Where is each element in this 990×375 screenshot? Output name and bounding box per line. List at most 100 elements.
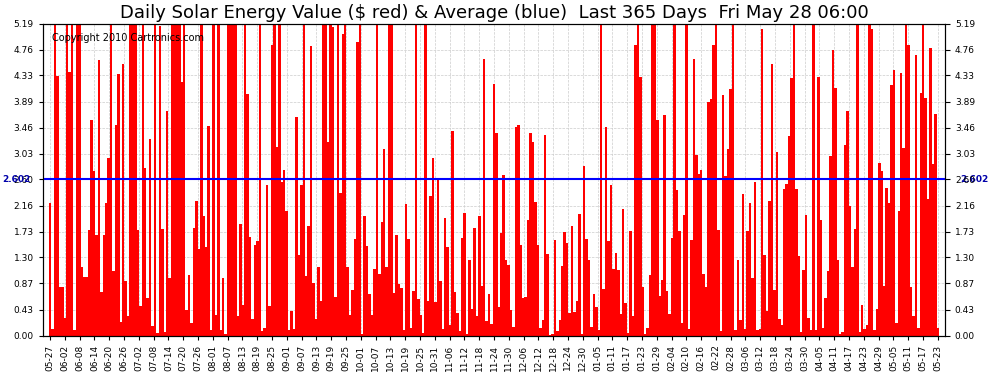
Bar [903,148,905,336]
Bar [68,72,71,336]
Bar [125,281,127,336]
Bar [222,278,225,336]
Bar [580,334,583,336]
Bar [466,334,468,336]
Bar [932,164,935,336]
Bar [522,298,525,336]
Bar [463,213,466,336]
Bar [488,294,490,336]
Bar [593,294,595,336]
Bar [775,152,778,336]
Bar [832,50,835,336]
Bar [546,254,548,336]
Bar [856,24,858,336]
Bar [51,328,53,336]
Bar [173,24,175,336]
Bar [873,330,875,336]
Bar [342,34,344,336]
Bar [720,331,722,336]
Bar [468,260,471,336]
Bar [415,24,417,336]
Bar [105,203,107,336]
Bar [778,319,780,336]
Bar [285,211,288,336]
Bar [883,286,885,336]
Bar [251,320,253,336]
Bar [435,302,437,336]
Bar [732,24,735,336]
Bar [247,94,248,336]
Bar [742,194,743,336]
Bar [217,24,220,336]
Bar [268,306,271,336]
Bar [363,216,366,336]
Bar [858,332,861,336]
Bar [193,228,195,336]
Bar [430,196,432,336]
Bar [853,229,856,336]
Bar [632,316,635,336]
Bar [310,46,312,336]
Bar [312,283,315,336]
Bar [135,24,137,336]
Bar [803,270,805,336]
Bar [790,78,793,336]
Bar [508,265,510,336]
Bar [800,332,803,336]
Bar [905,24,908,336]
Bar [730,89,732,336]
Bar [763,255,766,336]
Bar [700,170,703,336]
Bar [783,189,785,336]
Bar [673,24,675,336]
Bar [912,316,915,336]
Bar [290,310,293,336]
Bar [427,300,430,336]
Bar [220,330,222,336]
Bar [578,214,580,336]
Bar [717,230,720,336]
Bar [510,310,512,336]
Bar [171,24,173,336]
Bar [503,175,505,336]
Bar [575,301,578,336]
Bar [842,332,843,336]
Bar [505,260,508,336]
Bar [325,24,327,336]
Bar [315,320,317,336]
Bar [244,24,247,336]
Bar [532,142,535,336]
Bar [395,236,398,336]
Bar [743,330,746,336]
Bar [615,253,617,336]
Bar [456,313,458,336]
Bar [83,278,85,336]
Bar [622,209,625,336]
Bar [571,226,573,336]
Bar [605,127,608,336]
Bar [795,189,798,336]
Bar [630,231,632,336]
Bar [403,330,405,336]
Bar [663,115,666,336]
Bar [517,126,520,336]
Bar [258,24,261,336]
Bar [210,330,212,336]
Bar [288,330,290,336]
Bar [380,222,383,336]
Bar [410,328,412,336]
Bar [122,63,125,336]
Bar [556,331,558,336]
Bar [820,220,822,336]
Bar [185,310,188,336]
Bar [693,58,695,336]
Bar [115,125,117,336]
Bar [927,199,930,336]
Bar [366,246,368,336]
Bar [147,298,148,336]
Bar [237,316,240,336]
Bar [648,274,651,336]
Bar [653,24,656,336]
Bar [275,147,278,336]
Bar [885,188,888,336]
